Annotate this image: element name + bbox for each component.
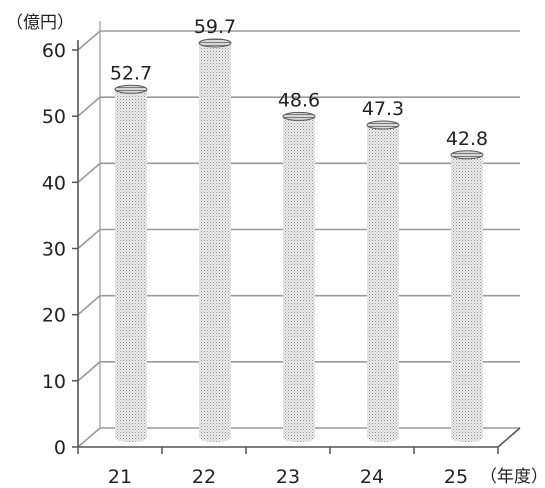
y-tick-label: 40: [42, 172, 66, 194]
data-label: 59.7: [194, 16, 236, 38]
y-tick-label: 0: [54, 437, 66, 459]
data-label: 47.3: [362, 98, 404, 120]
bar: [198, 38, 232, 443]
y-tick-label: 50: [42, 106, 66, 128]
bar: [114, 84, 148, 442]
bar-body: [451, 154, 483, 442]
y-tick-label: 10: [42, 371, 66, 393]
bar-body: [283, 116, 315, 443]
bar-body: [367, 125, 399, 442]
bar-body: [115, 89, 147, 442]
floor-right-edge: [497, 427, 521, 448]
x-tick-label: 23: [276, 466, 300, 488]
data-label: 48.6: [278, 89, 320, 111]
bar: [366, 120, 400, 442]
bar-top-cap: [282, 111, 316, 121]
axis-layer: [72, 21, 521, 454]
data-label: 52.7: [110, 62, 152, 84]
bar: [450, 150, 484, 442]
bar-top-cap: [114, 84, 148, 94]
label-layer: 0 10 20 30 40 50 60 21 52.7 22 59.7 23 48.6 24 47.3 25 4…: [42, 16, 488, 488]
bar-top-cap: [450, 150, 484, 160]
x-tick-label: 22: [192, 466, 216, 488]
x-tick-label: 24: [360, 466, 384, 488]
x-axis-unit-label: （年度）: [480, 467, 545, 487]
x-tick-label: 21: [108, 466, 132, 488]
bar-body: [199, 42, 231, 443]
y-tick-label: 20: [42, 305, 66, 327]
bar: [282, 111, 316, 443]
x-tick-label: 25: [444, 466, 468, 488]
gridline: [77, 30, 520, 51]
y-tick-label: 60: [42, 40, 66, 62]
y-tick-label: 30: [42, 239, 66, 261]
bar-top-cap: [366, 120, 400, 130]
bar-top-cap: [198, 38, 232, 48]
data-label: 42.8: [446, 128, 488, 150]
y-axis-unit-label: （億円）: [6, 13, 74, 33]
bar-layer: [114, 38, 484, 443]
